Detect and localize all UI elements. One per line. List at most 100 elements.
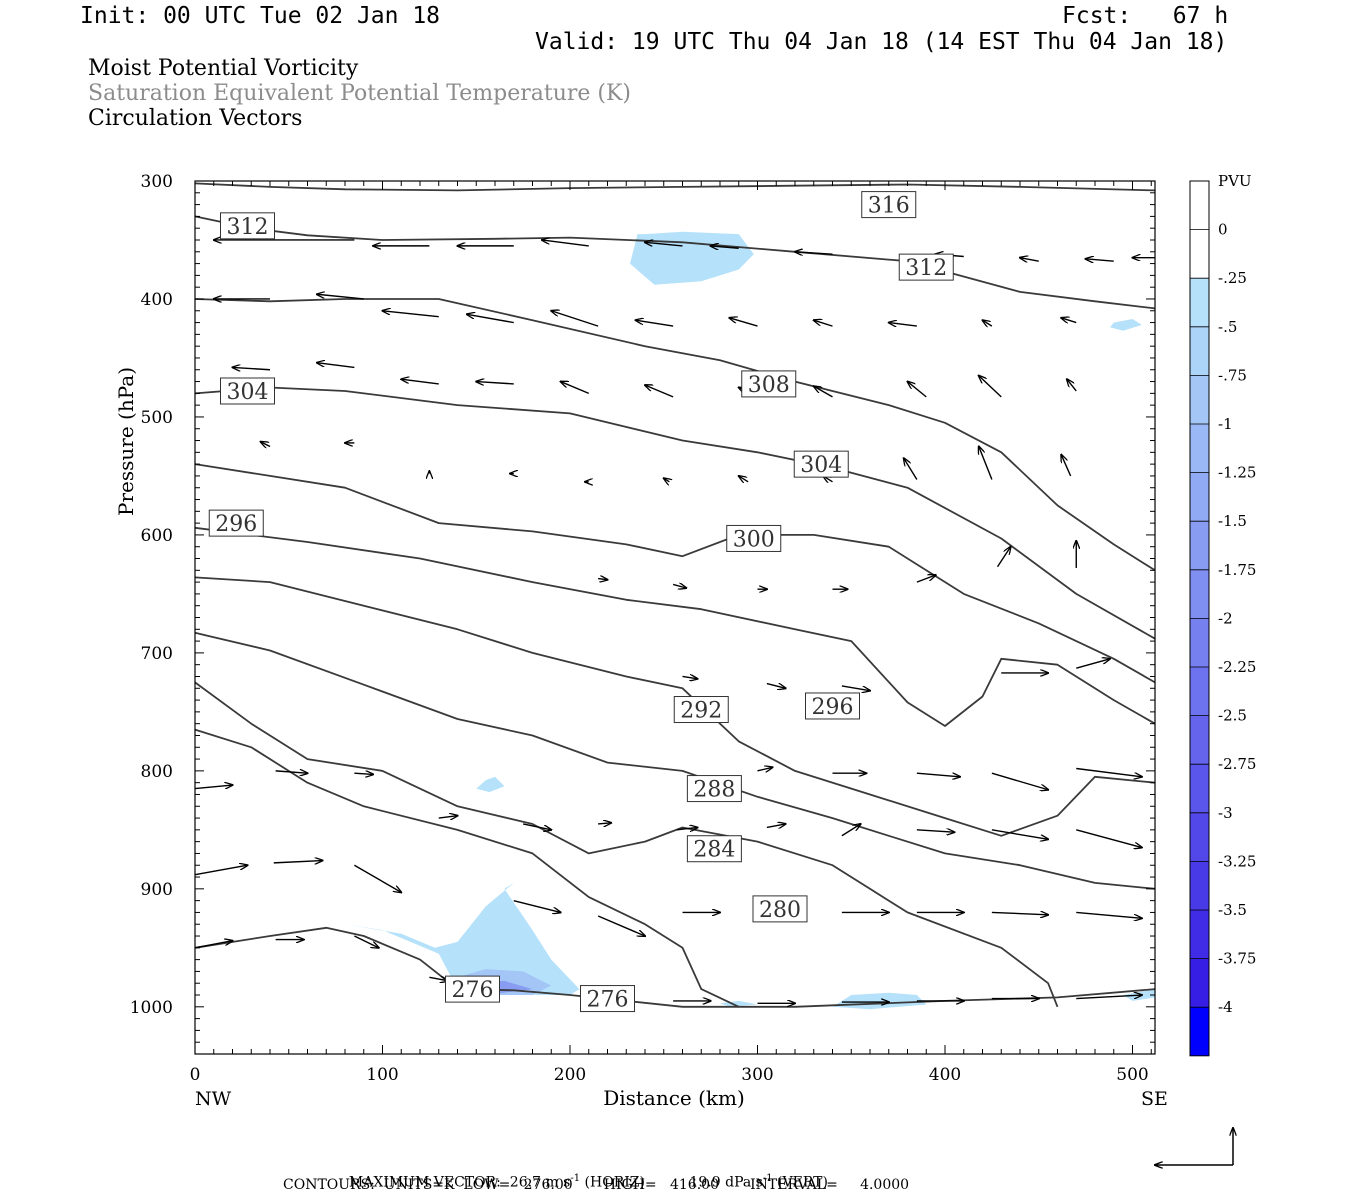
circulation-vector (979, 376, 1002, 398)
colorbar-level-label: -1.25 (1218, 464, 1256, 482)
contour-label: 296 (812, 695, 854, 720)
x-tick-label: 100 (366, 1065, 398, 1085)
colorbar-level-label: -1 (1218, 415, 1233, 433)
colorbar-swatch (1190, 424, 1209, 473)
colorbar-swatch (1190, 812, 1209, 862)
circulation-vector (1076, 995, 1142, 1000)
circulation-vector (194, 941, 233, 949)
circulation-vector (916, 830, 955, 832)
colorbar-swatch (1190, 958, 1209, 1008)
circulation-vector (645, 385, 674, 398)
contour-label-box (220, 212, 275, 240)
circulation-vector (991, 829, 1048, 839)
colorbar-level-label: -2.25 (1218, 658, 1256, 676)
valid-time: Valid: 19 UTC Thu 04 Jan 18 (14 EST Thu … (535, 29, 1228, 55)
circulation-vector (979, 446, 993, 480)
circulation-vector (682, 676, 698, 678)
colorbar-swatch (1190, 715, 1209, 765)
contour-label-box (726, 524, 782, 552)
contour-label: 300 (733, 527, 775, 552)
pv-region (832, 992, 927, 1010)
circulation-vector (795, 252, 833, 254)
circulation-vector (401, 379, 439, 385)
circulation-vector (317, 294, 364, 300)
circulation-vector (317, 363, 355, 369)
circulation-vector (983, 320, 993, 326)
circulation-vector (814, 320, 833, 327)
y-tick-label: 300 (141, 172, 173, 192)
y-tick-label: 1000 (130, 998, 173, 1018)
contour-label-box (445, 975, 500, 1003)
forecast-hour: Fcst: 67 h (1062, 3, 1229, 29)
max-vector-label: MAXIMUM VECTOR: (348, 1174, 501, 1191)
colorbar-swatch (1190, 569, 1209, 619)
contour-label-box (580, 985, 635, 1013)
circulation-vector (467, 314, 514, 324)
circulation-vector (739, 476, 749, 482)
colorbar-level-label: -3.5 (1218, 901, 1247, 919)
theta-contour-304 (194, 386, 1156, 640)
circulation-vector (354, 864, 401, 892)
contour-label: 312 (227, 215, 269, 240)
contour-label: 316 (868, 194, 910, 219)
colorbar-swatch (1190, 861, 1209, 910)
colorbar-swatch (1190, 667, 1209, 716)
contour-label: 312 (905, 256, 947, 281)
contour-label: 296 (215, 512, 257, 537)
max-vector-vert-exp: -1 (762, 1173, 773, 1184)
axes: 0 100 200 300 400 500 300 400 500 600 700 800 900 100… (114, 172, 1168, 1110)
colorbar-level-label: -4 (1218, 998, 1233, 1016)
reference-vector (1155, 1128, 1233, 1165)
theta-contour-296 (194, 526, 1156, 727)
theta-contour-292 (194, 576, 1156, 837)
theta-contour-300 (194, 463, 1156, 684)
colorbar-swatch (1190, 278, 1209, 327)
circulation-vector (672, 584, 686, 588)
circulation-vector (476, 382, 514, 384)
title-vectors: Circulation Vectors (88, 106, 303, 131)
colorbar-swatch (1190, 229, 1209, 279)
x-end-label-left: NW (195, 1088, 232, 1110)
theta-contour-284 (194, 681, 1059, 1008)
colorbar-swatch (1190, 1007, 1209, 1056)
contour-label-box (793, 450, 849, 478)
circulation-vector (598, 579, 607, 580)
contour-label: 280 (759, 898, 801, 923)
colorbar-level-label: -3.75 (1218, 950, 1256, 968)
circulation-vector (916, 575, 936, 583)
colorbar-swatch (1190, 764, 1209, 813)
colorbar-swatch (1190, 472, 1209, 522)
y-tick-label: 500 (141, 408, 173, 428)
title-theta: Saturation Equivalent Potential Temperat… (88, 81, 631, 106)
pv-region (476, 776, 505, 793)
init-time: Init: 00 UTC Tue 02 Jan 18 (80, 3, 441, 29)
contour-label-box (673, 696, 729, 724)
circulation-vector (1076, 911, 1142, 918)
contour-label-box (686, 775, 742, 803)
contour-label: 304 (227, 380, 269, 405)
circulation-vector (814, 386, 833, 398)
max-vector-horiz-suffix: (HORIZ) (584, 1174, 645, 1191)
y-tick-label: 700 (141, 644, 173, 664)
contour-label: 304 (800, 453, 842, 478)
circulation-vector (908, 382, 927, 398)
x-tick-label: 400 (929, 1065, 961, 1085)
circulation-vector (354, 935, 378, 948)
x-tick-label: 500 (1116, 1065, 1148, 1085)
circulation-vector (1076, 829, 1142, 848)
circulation-vector (916, 772, 960, 777)
pv-region (1110, 319, 1142, 331)
contour-label-box (208, 509, 264, 537)
circulation-vector (1067, 379, 1077, 392)
circulation-vector (275, 771, 308, 773)
colorbar-level-label: -1.5 (1218, 512, 1247, 530)
circulation-vector (711, 246, 739, 248)
contour-info: CONTOURS: UNITS=K LOW= 276.00 HIGH= 416.… (283, 1177, 910, 1193)
pv-region (630, 231, 754, 285)
circulation-vector (991, 912, 1048, 914)
y-axis-label: Pressure (hPa) (114, 367, 138, 516)
max-vector-horiz-exp: -1 (570, 1173, 581, 1184)
circulation-vector (664, 478, 670, 482)
y-tick-label: 600 (141, 526, 173, 546)
contour-label: 284 (693, 838, 735, 863)
